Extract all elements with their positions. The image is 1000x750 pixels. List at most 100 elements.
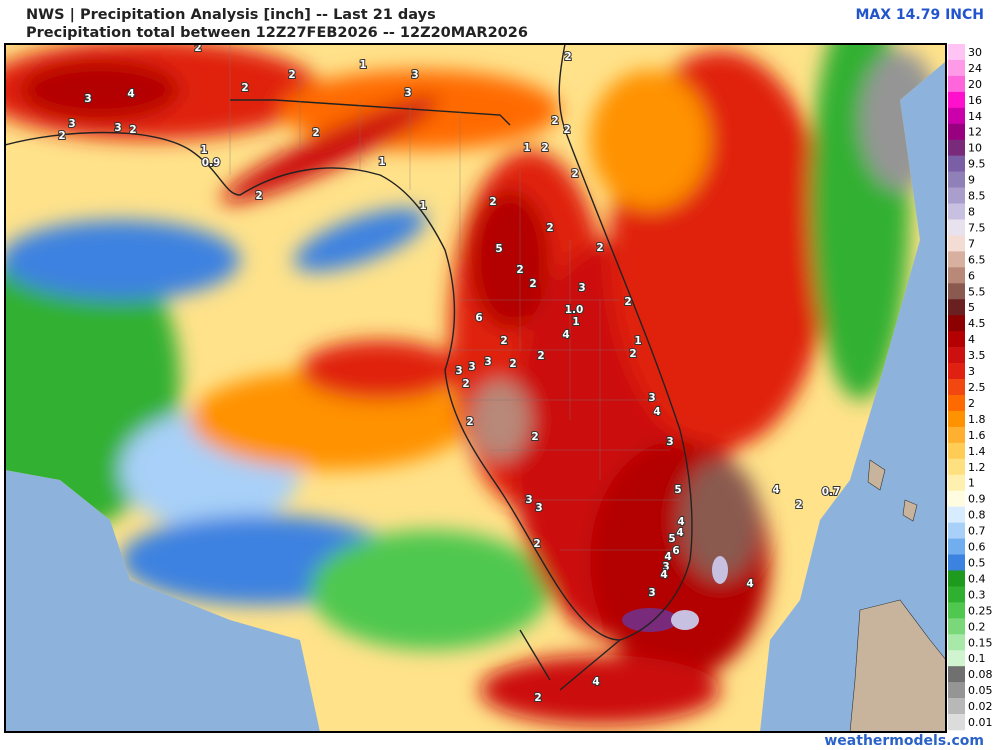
map-value-label: 1 [419, 200, 426, 212]
legend-swatch [948, 59, 965, 77]
legend-label: 7 [968, 237, 975, 250]
map-value-label: 0.9 [202, 157, 221, 169]
legend-swatch [948, 315, 965, 332]
legend-swatch [948, 554, 965, 571]
legend-swatch [948, 379, 965, 396]
map-value-label: 4 [676, 527, 683, 539]
map-value-label: 3 [404, 87, 411, 99]
legend-swatch [948, 650, 965, 667]
legend-label: 20 [968, 78, 982, 91]
legend-label: 8.5 [968, 190, 986, 203]
map-value-label: 2 [241, 82, 248, 94]
legend-label: 30 [968, 46, 982, 59]
map-value-label: 5 [495, 243, 502, 255]
map-value-label: 2 [194, 42, 201, 54]
map-value-label: 4 [592, 676, 599, 688]
map-value-label: 2 [531, 431, 538, 443]
legend-swatch [948, 682, 965, 699]
legend-label: 0.05 [968, 684, 993, 697]
legend-swatch [948, 219, 965, 236]
legend-swatch [948, 714, 965, 731]
map-value-label: 2 [529, 278, 536, 290]
legend-swatch [948, 155, 965, 172]
legend-swatch [948, 474, 965, 491]
map-value-label: 4 [664, 551, 671, 563]
map-value-label: 2 [466, 416, 473, 428]
map-value-label: 2 [129, 124, 136, 136]
map-value-label: 3 [68, 118, 75, 130]
legend-label: 1.2 [968, 461, 986, 474]
map-value-label: 4 [127, 88, 134, 100]
legend-label: 3.5 [968, 349, 986, 362]
map-value-label: 1 [572, 316, 579, 328]
legend-swatch [948, 634, 965, 651]
legend-swatch [948, 442, 965, 460]
legend-label: 7.5 [968, 221, 986, 234]
map-value-label: 3 [535, 502, 542, 514]
legend-swatch [948, 267, 965, 284]
map-value-label: 1 [200, 144, 207, 156]
legend-swatch [948, 123, 965, 141]
map-value-label: 2 [546, 222, 553, 234]
map-value-label: 2 [516, 264, 523, 276]
legend-label: 0.7 [968, 525, 986, 538]
map-value-label: 4 [660, 569, 667, 581]
map-value-label: 3 [114, 122, 121, 134]
map-value-label: 2 [255, 190, 262, 202]
legend-label: 2.5 [968, 381, 986, 394]
map-value-label: 2 [624, 296, 631, 308]
legend-swatch [948, 490, 965, 507]
legend-label: 16 [968, 94, 982, 107]
legend-label: 6 [968, 269, 975, 282]
legend-label: 10 [968, 142, 982, 155]
legend-swatch [948, 506, 965, 523]
map-value-label: 2 [629, 348, 636, 360]
legend-swatch [948, 586, 965, 603]
legend-label: 1.8 [968, 413, 986, 426]
map-value-label: 3 [411, 69, 418, 81]
map-value-label: 3 [648, 392, 655, 404]
legend-swatch [948, 698, 965, 715]
legend-label: 0.5 [968, 556, 986, 569]
map-value-label: 5 [668, 533, 675, 545]
map-value-label: 0.7 [822, 486, 841, 498]
map-value-label: 3 [648, 587, 655, 599]
map-value-label: 6 [475, 312, 482, 324]
legend-swatch [948, 299, 965, 316]
legend-swatch [948, 107, 965, 125]
map-value-label: 4 [772, 484, 779, 496]
map-value-label: 3 [578, 282, 585, 294]
legend-label: 0.9 [968, 493, 986, 506]
map-value-label: 2 [500, 335, 507, 347]
legend-label: 4 [968, 333, 975, 346]
map-value-label: 3 [484, 356, 491, 368]
map-value-label: 2 [564, 51, 571, 63]
legend-swatch [948, 75, 965, 93]
legend-label: 24 [968, 62, 982, 75]
legend-label: 0.4 [968, 572, 986, 585]
map-value-label: 2 [795, 499, 802, 511]
legend-label: 0.08 [968, 668, 993, 681]
map-value-label: 3 [666, 436, 673, 448]
map-value-label: 4 [562, 329, 569, 341]
map-value-label: 2 [533, 538, 540, 550]
legend-swatch [948, 363, 965, 380]
map-frame [4, 43, 947, 733]
legend-label: 8 [968, 206, 975, 219]
legend-label: 0.2 [968, 620, 986, 633]
legend-swatch [948, 570, 965, 587]
legend-label: 9.5 [968, 158, 986, 171]
legend-swatch [948, 394, 965, 412]
legend-swatch [948, 139, 965, 156]
legend-label: 0.6 [968, 541, 986, 554]
map-value-label: 1 [359, 59, 366, 71]
legend-label: 0.02 [968, 700, 993, 713]
legend-label: 0.8 [968, 509, 986, 522]
map-value-label: 3 [525, 494, 532, 506]
legend-label: 2 [968, 397, 975, 410]
legend-label: 1.6 [968, 429, 986, 442]
legend-swatch [948, 522, 965, 539]
map-value-label: 2 [537, 350, 544, 362]
